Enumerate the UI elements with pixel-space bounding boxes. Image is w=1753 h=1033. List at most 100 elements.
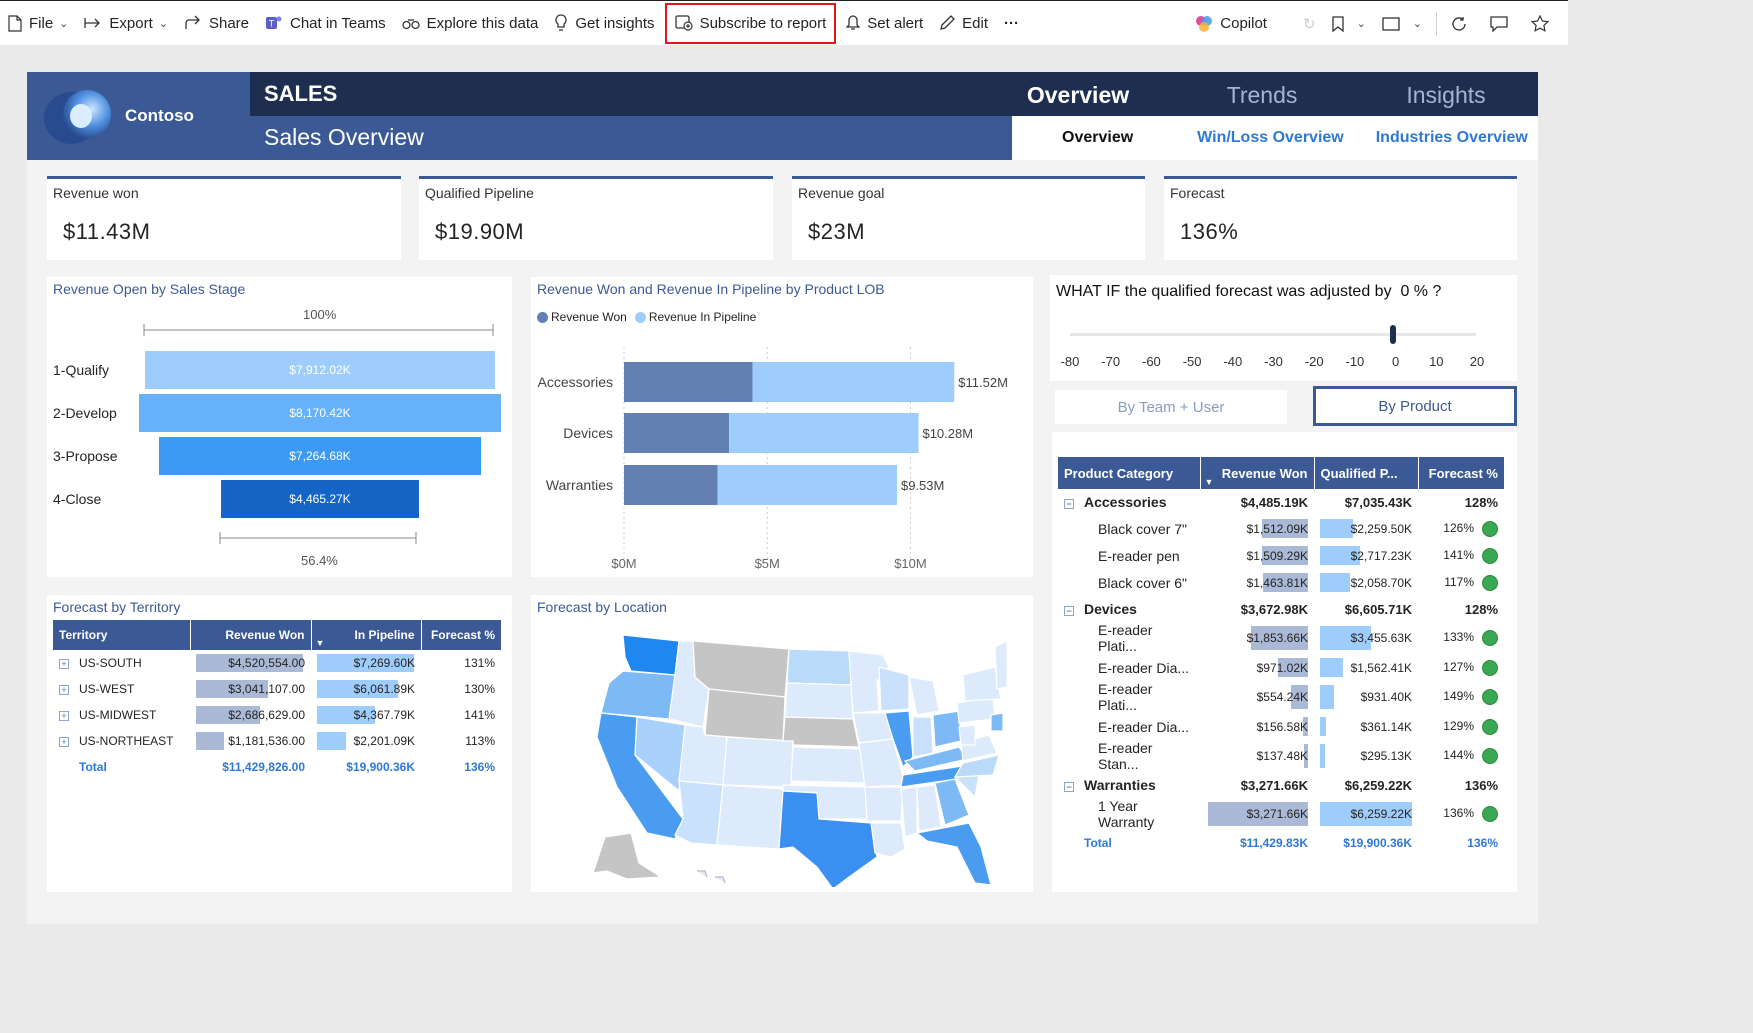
share-button[interactable]: Share (176, 1, 257, 46)
state-oh[interactable] (932, 710, 962, 748)
slicer-by-product[interactable]: By Product (1313, 386, 1517, 426)
state-wy[interactable] (704, 688, 786, 742)
col-product-category[interactable]: Product Category (1058, 457, 1200, 489)
bar-revenue-pipeline[interactable] (729, 413, 919, 453)
state-hi[interactable] (697, 870, 726, 884)
funnel-bar[interactable]: $8,170.42K (139, 394, 501, 432)
state-sd[interactable] (784, 682, 854, 720)
main-tabs: Overview Trends Insights (986, 72, 1538, 116)
table-row[interactable]: E-reader Dia... $156.58K $361.14K 129% (1058, 713, 1504, 740)
state-la[interactable] (870, 822, 906, 858)
view-button[interactable]: ⌄ (1374, 1, 1430, 46)
col-product-revenue-won[interactable]: ▼ Revenue Won (1199, 457, 1314, 489)
subscribe-to-report-button[interactable]: Subscribe to report (663, 1, 839, 46)
table-row[interactable]: + US-SOUTH $4,520,554.00 $7,269.60K 131% (53, 650, 501, 676)
tab-trends[interactable]: Trends (1226, 82, 1298, 108)
comment-button[interactable] (1482, 1, 1523, 46)
table-row[interactable]: 1 Year Warranty $3,271.66K $6,259.22K 136% (1058, 798, 1504, 830)
table-row[interactable]: + US-MIDWEST $2,686,629.00 $4,367.79K 141% (53, 702, 501, 728)
state-nd[interactable] (786, 648, 852, 686)
table-row[interactable]: + US-WEST $3,041,107.00 $6,061.89K 130% (53, 676, 501, 702)
funnel-bar[interactable]: $4,465.27K (221, 480, 419, 518)
funnel-bar[interactable]: $7,264.68K (159, 437, 481, 475)
table-row[interactable]: E-reader Plati... $1,853.66K $3,455.63K 133… (1058, 622, 1504, 654)
edit-button[interactable]: Edit (931, 1, 996, 46)
bar-revenue-pipeline[interactable] (752, 362, 955, 402)
chat-in-teams-button[interactable]: T Chat in Teams (257, 1, 394, 46)
collapse-icon[interactable]: − (1064, 605, 1074, 616)
group-row[interactable]: − Accessories $4,485.19K $7,035.43K 128% (1058, 489, 1504, 515)
table-row[interactable]: E-reader Dia... $971.02K $1,562.41K 127% (1058, 654, 1504, 681)
set-alert-button[interactable]: Set alert (838, 1, 931, 46)
state-ms[interactable] (900, 786, 918, 838)
bar-revenue-won[interactable] (624, 465, 718, 505)
state-nc[interactable] (953, 754, 1000, 778)
state-ne[interactable] (782, 716, 860, 748)
state-al[interactable] (916, 784, 942, 832)
expand-icon[interactable]: + (59, 710, 69, 721)
bar-revenue-pipeline[interactable] (717, 465, 897, 505)
state-wa[interactable] (622, 634, 680, 676)
expand-icon[interactable]: + (59, 658, 69, 669)
tab-overview[interactable]: Overview (1026, 82, 1130, 108)
table-row[interactable]: E-reader Stan... $137.48K $295.13K 144% (1058, 740, 1504, 772)
subtab-overview[interactable]: Overview (1062, 129, 1134, 146)
table-row[interactable]: E-reader Plati... $554.24K $931.40K 149% (1058, 681, 1504, 713)
state-wv[interactable] (958, 724, 976, 746)
col-in-pipeline[interactable]: ▼ In Pipeline (310, 620, 421, 650)
export-menu[interactable]: Export ⌄ (76, 1, 176, 46)
col-qualified-pipeline[interactable]: Qualified P... (1313, 457, 1418, 489)
state-ny[interactable] (962, 666, 1002, 702)
expand-icon[interactable]: + (59, 736, 69, 747)
state-ks[interactable] (790, 746, 866, 784)
expand-icon[interactable]: + (59, 684, 69, 695)
subtab-win-loss-overview[interactable]: Win/Loss Overview (1197, 129, 1344, 146)
tab-insights[interactable]: Insights (1406, 82, 1486, 108)
state-tx[interactable] (778, 790, 878, 887)
more-options-button[interactable]: ··· (996, 1, 1027, 46)
state-ar[interactable] (864, 786, 904, 822)
state-nj-md[interactable] (990, 712, 1004, 732)
state-az[interactable] (674, 780, 724, 846)
state-ne-states[interactable] (994, 640, 1007, 690)
state-wi[interactable] (878, 666, 910, 712)
state-in[interactable] (912, 716, 934, 758)
col-product-forecast-pct[interactable]: Forecast % (1417, 457, 1504, 489)
us-filled-map[interactable] (587, 627, 1007, 887)
state-nv[interactable] (634, 716, 686, 793)
bar-revenue-won[interactable] (624, 362, 753, 402)
state-nm[interactable] (716, 784, 784, 850)
state-ga[interactable] (934, 778, 970, 826)
subtab-industries-overview[interactable]: Industries Overview (1375, 129, 1528, 146)
get-insights-button[interactable]: Get insights (546, 1, 662, 46)
table-row[interactable]: + US-NORTHEAST $1,181,536.00 $2,201.09K 113% (53, 728, 501, 754)
group-row[interactable]: − Warranties $3,271.66K $6,259.22K 136% (1058, 772, 1504, 798)
table-row[interactable]: E-reader pen $1,509.29K $2,717.23K 141% (1058, 542, 1504, 569)
explore-data-button[interactable]: Explore this data (394, 1, 547, 46)
favorite-button[interactable] (1523, 1, 1564, 46)
bookmark-button[interactable]: ⌄ (1324, 1, 1374, 46)
whatif-slider-handle[interactable] (1390, 325, 1396, 344)
table-row[interactable]: Black cover 6" $1,463.81K $2,058.70K 117% (1058, 569, 1504, 596)
file-menu[interactable]: File ⌄ (0, 1, 76, 46)
collapse-icon[interactable]: − (1064, 498, 1074, 509)
product-revenue-won: $137.48K (1256, 749, 1308, 763)
col-territory[interactable]: Territory (53, 620, 190, 650)
state-or[interactable] (600, 670, 676, 720)
slicer-by-team-user[interactable]: By Team + User (1055, 390, 1287, 424)
state-co[interactable] (722, 736, 794, 788)
collapse-icon[interactable]: − (1064, 781, 1074, 792)
group-row[interactable]: − Devices $3,672.98K $6,605.71K 128% (1058, 596, 1504, 622)
state-mi[interactable] (908, 676, 940, 716)
whatif-slider-track[interactable] (1070, 333, 1476, 336)
undo-button[interactable]: ↻ (1302, 15, 1316, 33)
bar-revenue-won[interactable] (624, 413, 730, 453)
col-forecast-pct[interactable]: Forecast % (420, 620, 501, 650)
state-ak[interactable] (592, 832, 663, 880)
copilot-button[interactable]: Copilot (1187, 1, 1275, 46)
state-fl[interactable] (915, 822, 992, 886)
refresh-button[interactable] (1443, 1, 1482, 46)
funnel-bar[interactable]: $7,912.02K (144, 351, 496, 389)
col-revenue-won[interactable]: Revenue Won (189, 620, 311, 650)
table-row[interactable]: Black cover 7" $1,512.09K $2,259.50K 126% (1058, 515, 1504, 542)
